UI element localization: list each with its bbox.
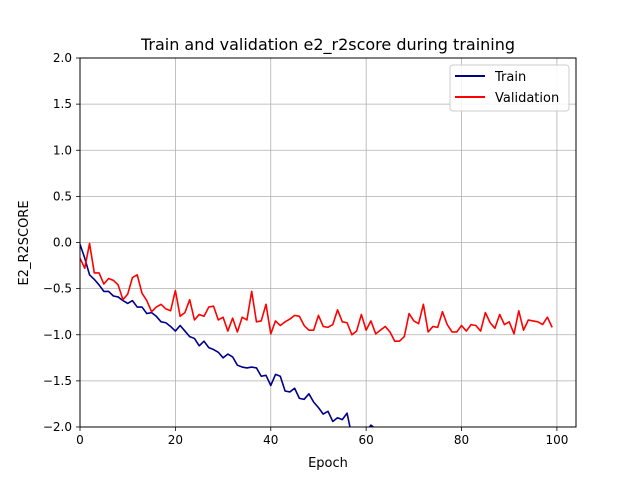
x-tick-label: 20 (168, 433, 183, 447)
series-line-validation (80, 242, 553, 343)
y-tick-label: −1.0 (43, 328, 72, 342)
y-tick-label: −0.5 (43, 282, 72, 296)
x-axis-ticks: 0 20 40 60 80 100 (76, 427, 568, 447)
x-tick-label: 0 (76, 433, 84, 447)
x-tick-label: 100 (545, 433, 568, 447)
legend: Train Validation (449, 64, 570, 112)
x-tick-label: 60 (359, 433, 374, 447)
legend-label-train: Train (494, 70, 526, 85)
y-tick-label: 1.0 (53, 143, 72, 157)
y-axis-label: E2_R2SCORE (17, 200, 32, 285)
x-axis-label: Epoch (308, 456, 348, 471)
x-tick-label: 40 (263, 433, 278, 447)
legend-label-validation: Validation (495, 91, 559, 106)
y-tick-label: 2.0 (53, 51, 72, 65)
y-tick-label: −2.0 (43, 420, 72, 434)
y-tick-label: 0.5 (53, 189, 72, 203)
y-tick-label: −1.5 (43, 374, 72, 388)
y-axis-ticks: −2.0 −1.5 −1.0 −0.5 0.0 0.5 1.0 1.5 2.0 (43, 51, 80, 434)
series-line-train (80, 244, 375, 427)
x-tick-label: 80 (454, 433, 469, 447)
series-layer (80, 242, 553, 427)
chart-title: Train and validation e2_r2score during t… (140, 35, 515, 55)
y-tick-label: 1.5 (53, 97, 72, 111)
y-tick-label: 0.0 (53, 236, 72, 250)
